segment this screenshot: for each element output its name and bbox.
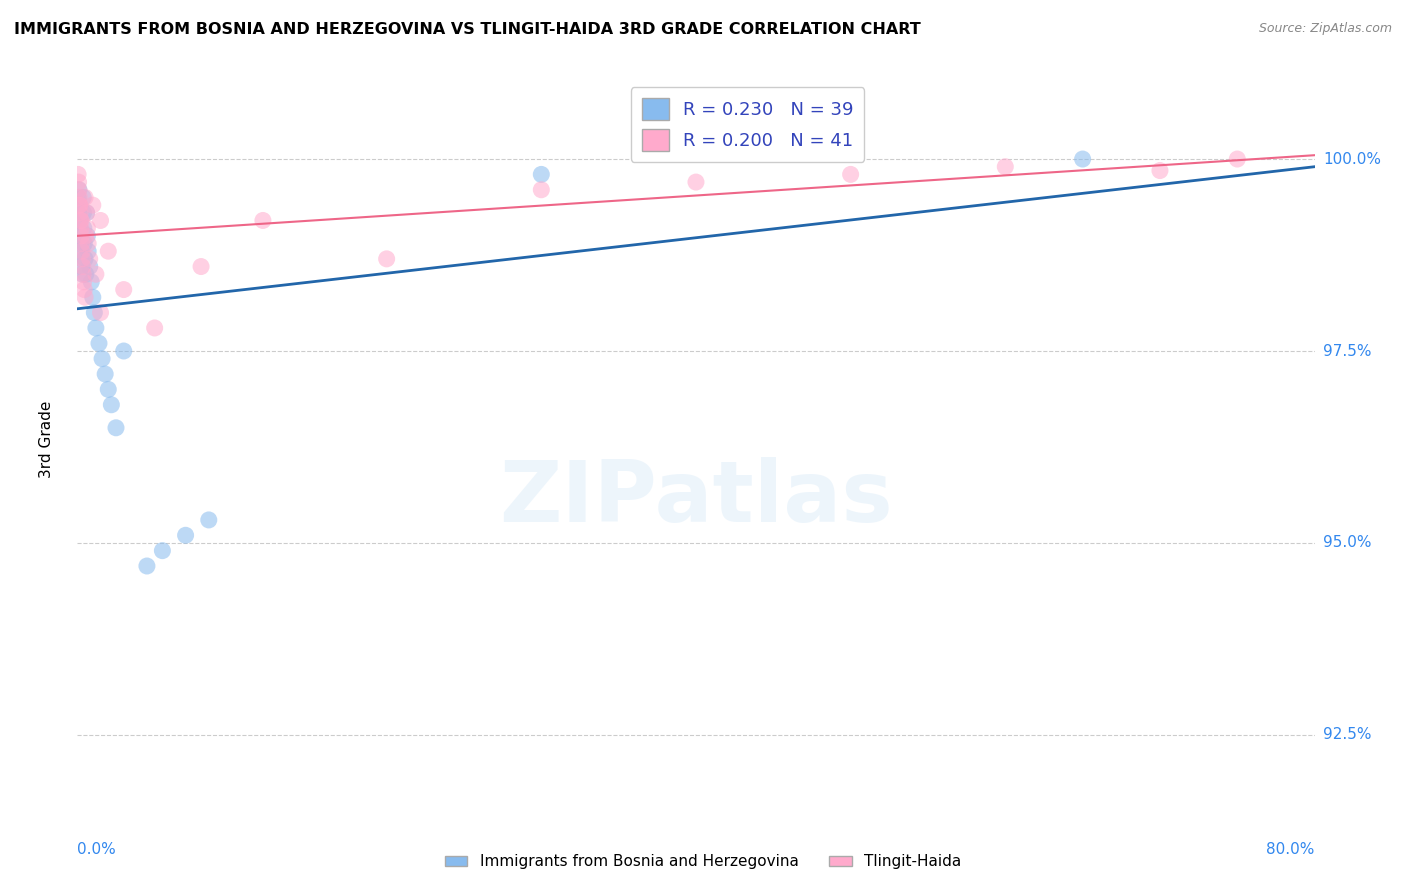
Point [69,221,91,235]
Point [67,190,90,204]
Point [143,321,166,335]
Point [67,175,90,189]
Point [100,398,122,412]
Point [67,198,90,212]
Point [72,267,94,281]
Point [69,228,91,243]
Point [90,213,111,227]
Point [72,275,94,289]
Point [83,305,105,319]
Point [112,283,135,297]
Point [994,160,1017,174]
Point [67,183,90,197]
Point [84,267,107,281]
Point [67,206,90,220]
Text: 95.0%: 95.0% [1323,535,1371,550]
Point [174,528,197,542]
Point [80,275,103,289]
Point [84,321,107,335]
Point [79,252,101,266]
Point [530,168,553,182]
Text: 0.0%: 0.0% [77,842,117,857]
Point [82,198,104,212]
Point [530,183,553,197]
Point [67,190,90,204]
Point [97,383,120,397]
Point [152,543,174,558]
Point [75,290,96,304]
Text: 100.0%: 100.0% [1323,152,1381,167]
Text: ZIPatlas: ZIPatlas [499,458,893,541]
Point [69,213,91,227]
Point [72,260,94,274]
Point [136,559,159,574]
Point [73,283,96,297]
Point [69,206,91,220]
Point [70,236,93,251]
Point [72,252,94,266]
Point [70,244,93,259]
Point [67,183,90,197]
Point [70,260,93,274]
Text: IMMIGRANTS FROM BOSNIA AND HERZEGOVINA VS TLINGIT-HAIDA 3RD GRADE CORRELATION CH: IMMIGRANTS FROM BOSNIA AND HERZEGOVINA V… [14,22,921,37]
Point [97,244,120,259]
Point [70,213,93,227]
Point [69,236,91,251]
Point [77,244,100,259]
Point [69,198,91,212]
Point [79,260,101,274]
Point [190,260,212,274]
Point [75,252,96,266]
Point [839,168,862,182]
Legend: Immigrants from Bosnia and Herzegovina, Tlingit-Haida: Immigrants from Bosnia and Herzegovina, … [439,848,967,875]
Point [70,244,93,259]
Text: Source: ZipAtlas.com: Source: ZipAtlas.com [1258,22,1392,36]
Point [72,190,94,204]
Point [685,175,707,189]
Point [77,236,100,251]
Point [1226,152,1249,166]
Point [76,206,98,220]
Point [82,290,104,304]
Point [72,206,94,220]
Point [75,228,97,243]
Point [69,198,91,212]
Text: 92.5%: 92.5% [1323,728,1371,742]
Point [1071,152,1094,166]
Point [87,336,110,351]
Legend: R = 0.230   N = 39, R = 0.200   N = 41: R = 0.230 N = 39, R = 0.200 N = 41 [631,87,865,161]
Point [67,168,90,182]
Point [76,206,98,220]
Point [76,228,98,243]
Point [69,213,91,227]
Point [197,513,219,527]
Text: 80.0%: 80.0% [1267,842,1315,857]
Point [90,305,111,319]
Point [375,252,398,266]
Point [76,221,98,235]
Point [105,421,127,435]
Point [252,213,274,227]
Point [112,344,135,359]
Point [73,221,96,235]
Point [72,267,94,281]
Point [73,236,96,251]
Text: 97.5%: 97.5% [1323,343,1371,359]
Point [91,351,114,366]
Point [69,221,91,235]
Text: 3rd Grade: 3rd Grade [39,401,53,478]
Point [75,267,97,281]
Point [70,252,93,266]
Point [94,367,117,381]
Point [70,228,93,243]
Point [1149,163,1171,178]
Point [75,190,96,204]
